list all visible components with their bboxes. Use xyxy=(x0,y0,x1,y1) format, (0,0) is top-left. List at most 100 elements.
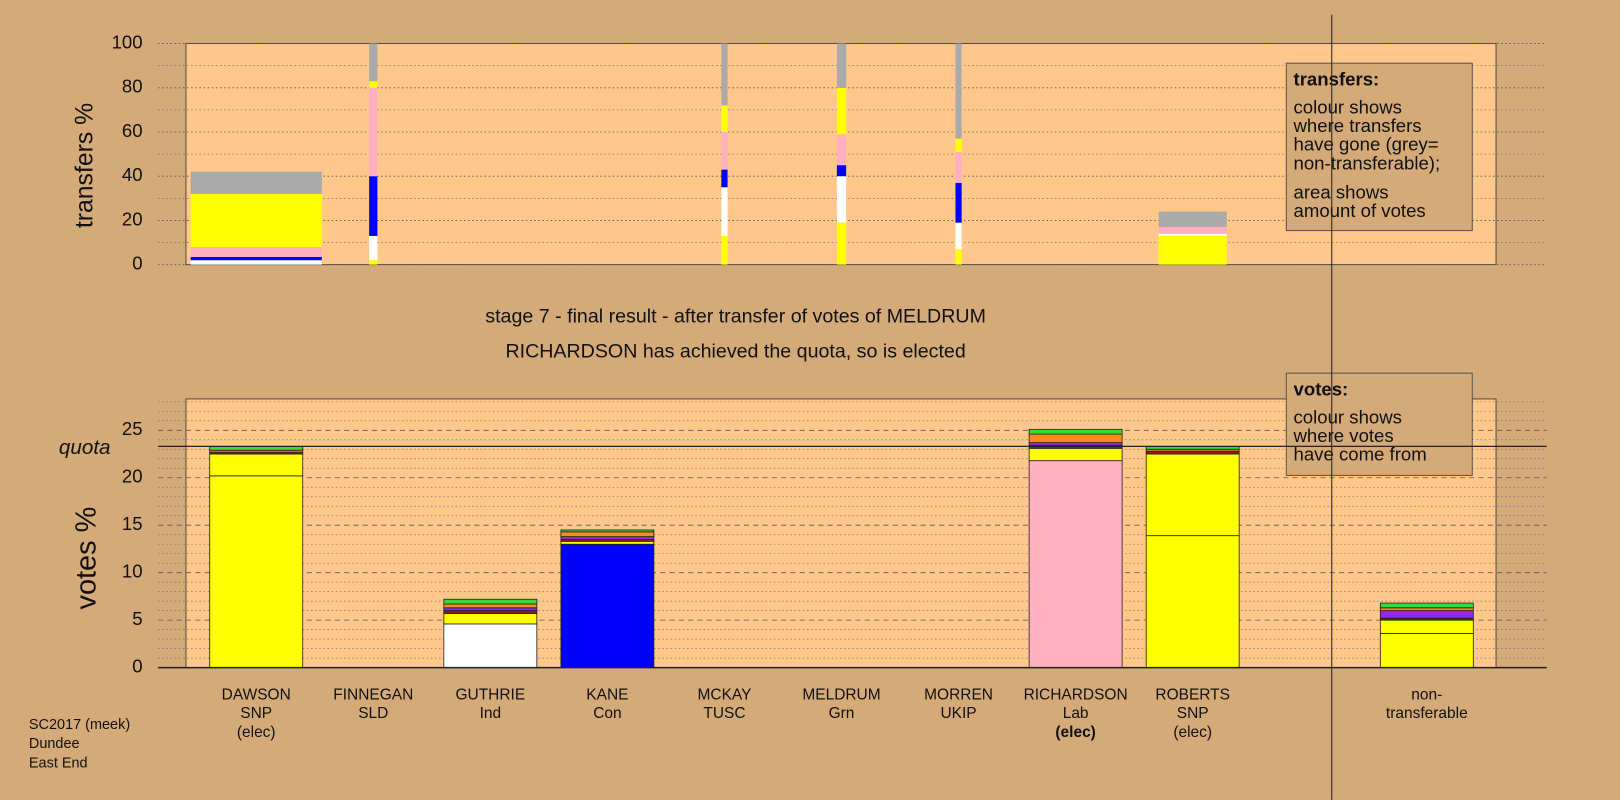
x-tick-label: non- xyxy=(1411,687,1442,704)
note-text: have gone (grey= xyxy=(1294,134,1439,155)
bar-segment xyxy=(1158,233,1227,236)
bar-segment xyxy=(721,105,728,132)
y-tick-label: 25 xyxy=(122,418,143,439)
y-axis-title: transfers % xyxy=(71,103,98,228)
bar-segment xyxy=(369,260,378,265)
x-tick-label: ROBERTS xyxy=(1155,687,1230,704)
y-tick-label: 40 xyxy=(122,164,143,185)
bar-segment xyxy=(209,475,304,669)
plot-frame xyxy=(185,398,1497,669)
footer: SC2017 (meek) xyxy=(29,717,130,733)
note-title: transfers: xyxy=(1294,69,1380,90)
x-tick-label: MCKAY xyxy=(697,687,751,704)
bar-segment xyxy=(1028,442,1123,446)
y-tick-label: 0 xyxy=(132,655,142,676)
bar-segment xyxy=(721,235,728,265)
x-tick-label: (elec) xyxy=(1055,724,1095,741)
x-tick-label: Lab xyxy=(1063,705,1089,722)
x-tick-label: MELDRUM xyxy=(802,687,880,704)
bar-segment xyxy=(443,610,538,614)
bar-segment xyxy=(836,43,847,88)
note-text: where votes xyxy=(1293,425,1394,446)
bar-segment xyxy=(836,222,847,265)
y-tick-label: 80 xyxy=(122,76,143,97)
bar-segment xyxy=(443,598,538,605)
quota-label: quota xyxy=(59,436,111,459)
footer: Dundee xyxy=(29,736,80,752)
x-tick-label: GUTHRIE xyxy=(455,687,525,704)
bar-segment xyxy=(721,131,728,170)
bar-segment xyxy=(1158,235,1227,265)
y-tick-label: 0 xyxy=(132,253,142,274)
bar-segment xyxy=(443,613,538,625)
note-box xyxy=(1285,62,1473,232)
y-tick-label: 20 xyxy=(122,466,143,487)
x-tick-label: RICHARDSON xyxy=(1024,687,1128,704)
bar-segment xyxy=(1158,211,1227,228)
bar-segment xyxy=(1379,633,1474,669)
bars xyxy=(190,43,1474,669)
bar-segment xyxy=(369,43,378,82)
x-tick-label: FINNEGAN xyxy=(333,687,413,704)
x-tick-label: MORREN xyxy=(924,687,993,704)
y-tick-label: 15 xyxy=(122,513,143,534)
x-tick-label: Con xyxy=(593,705,621,722)
y-tick-label: 20 xyxy=(122,208,143,229)
y-tick-label: 100 xyxy=(112,31,143,52)
x-tick-label: (elec) xyxy=(237,724,276,741)
x-tick-label: SLD xyxy=(358,705,388,722)
note-text: area shows xyxy=(1294,181,1389,202)
x-tick-label: transferable xyxy=(1386,705,1468,722)
x-tick-label: UKIP xyxy=(940,705,976,722)
x-tick-label: SNP xyxy=(1177,705,1209,722)
bar-segment xyxy=(190,193,322,247)
footer: East End xyxy=(29,755,88,771)
x-tick-label: (elec) xyxy=(1173,724,1212,741)
note-text: colour shows xyxy=(1294,407,1402,428)
note-text: have come from xyxy=(1294,444,1427,465)
y-tick-label: 5 xyxy=(132,608,142,629)
bar-segment xyxy=(955,151,962,183)
stage-subtitle: RICHARDSON has achieved the quota, so is… xyxy=(505,341,965,363)
bar-segment xyxy=(1379,607,1474,612)
bar-segment xyxy=(560,543,655,669)
bar-segment xyxy=(836,176,847,223)
x-tick-label: SNP xyxy=(240,705,272,722)
note-text: amount of votes xyxy=(1294,200,1426,221)
bar-segment xyxy=(1028,433,1123,444)
bar-segment xyxy=(190,256,322,261)
front: 0204060801000510152025DAWSONSNP(elec)FIN… xyxy=(59,14,1547,800)
bar-segment xyxy=(190,260,322,265)
x-tick-label: Ind xyxy=(480,705,502,722)
bar-segment xyxy=(836,87,847,135)
bar-segment xyxy=(1379,619,1474,634)
note-title: votes: xyxy=(1294,379,1349,400)
x-tick-label: Grn xyxy=(829,705,855,722)
bar-segment xyxy=(560,536,655,540)
bar-segment xyxy=(560,529,655,533)
bar-segment xyxy=(560,531,655,538)
x-tick-label: KANE xyxy=(586,687,628,704)
bar-segment xyxy=(1145,535,1240,669)
bar-segment xyxy=(560,540,655,545)
bar-segment xyxy=(1145,450,1240,455)
bar-segment xyxy=(443,623,538,669)
bar-segment xyxy=(369,87,378,177)
bar-segment xyxy=(1145,453,1240,537)
bar-segment xyxy=(955,43,962,139)
bar-segment xyxy=(955,222,962,250)
note-text: colour shows xyxy=(1294,97,1402,118)
bar-segment xyxy=(721,43,728,106)
y-tick-label: 60 xyxy=(122,120,143,141)
bar-segment xyxy=(836,165,847,177)
bar-segment xyxy=(955,249,962,265)
bar-segment xyxy=(443,603,538,609)
bar-segment xyxy=(1379,602,1474,609)
bar-segment xyxy=(955,138,962,152)
bar-segment xyxy=(1379,610,1474,619)
bar-segment xyxy=(1028,428,1123,435)
bar-segment xyxy=(721,187,728,236)
bar-segment xyxy=(1028,447,1123,462)
bar-segment xyxy=(836,134,847,166)
